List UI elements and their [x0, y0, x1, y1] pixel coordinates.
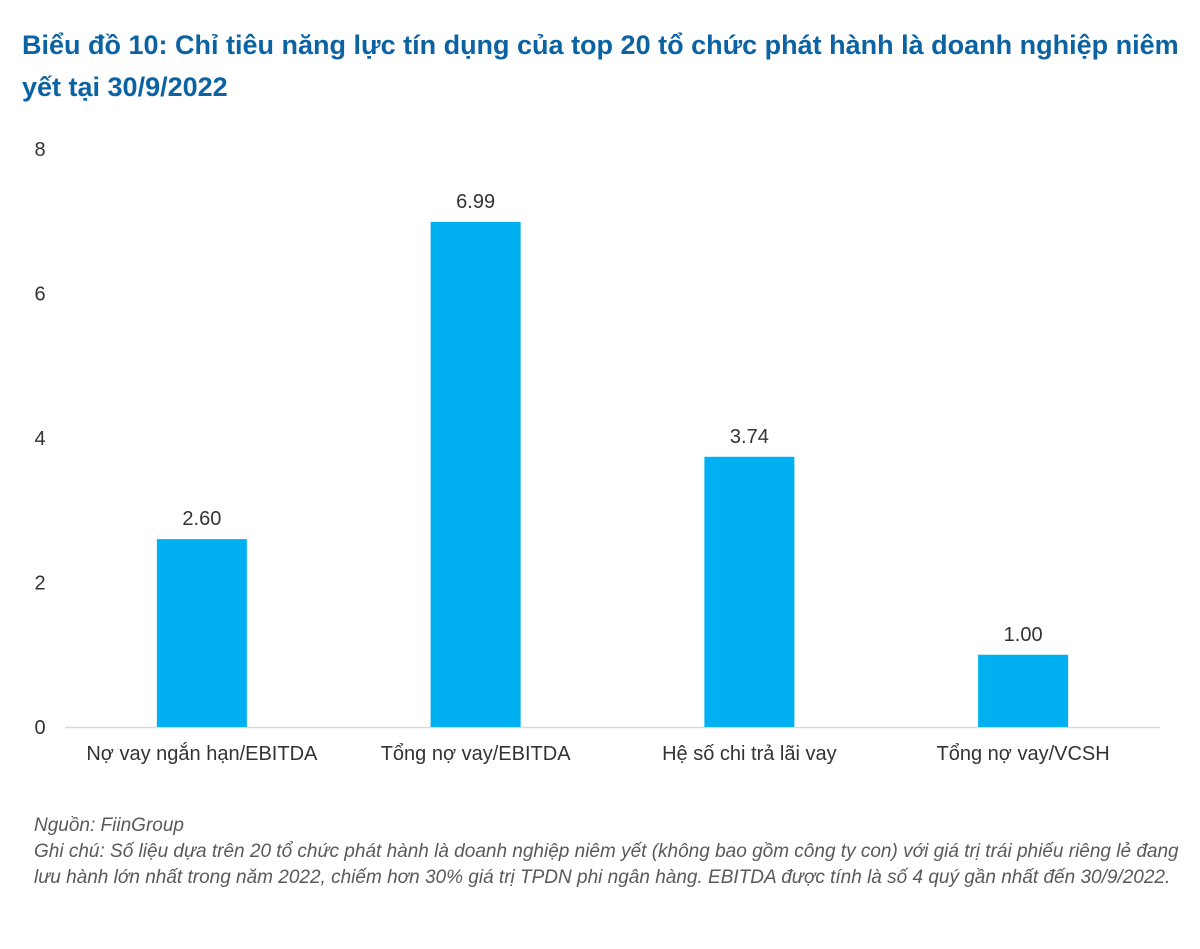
bar: [704, 456, 795, 727]
y-tick-label: 6: [34, 284, 45, 306]
bar: [156, 539, 247, 727]
footnote: Ghi chú: Số liệu dựa trên 20 tổ chức phá…: [34, 841, 1179, 888]
y-tick-label: 8: [34, 139, 45, 161]
x-tick-label: Nợ vay ngắn hạn/EBITDA: [86, 742, 318, 765]
data-label: 2.60: [182, 508, 221, 530]
chart-notes: Nguồn: FiinGroup Ghi chú: Số liệu dựa tr…: [34, 813, 1184, 891]
data-label: 1.00: [1004, 624, 1043, 646]
y-tick-label: 4: [34, 428, 45, 450]
bar: [978, 654, 1069, 727]
bar-chart: 0 2 4 6 8 2.60 Nợ vay ngắn hạn/EBITDA 6.99 Tổng …: [34, 139, 1160, 765]
source-note: Nguồn: FiinGroup: [34, 815, 184, 836]
x-tick-label: Tổng nợ vay/EBITDA: [381, 743, 572, 765]
x-tick-label: Hệ số chi trả lãi vay: [662, 743, 837, 765]
bar: [430, 221, 521, 727]
data-label: 3.74: [730, 426, 769, 448]
x-tick-label: Tổng nợ vay/VCSH: [937, 743, 1110, 765]
y-tick-label: 2: [34, 573, 45, 595]
chart-title: Biểu đồ 10: Chỉ tiêu năng lực tín dụng c…: [22, 30, 1179, 102]
data-label: 6.99: [456, 191, 495, 213]
y-tick-label: 0: [34, 717, 45, 739]
